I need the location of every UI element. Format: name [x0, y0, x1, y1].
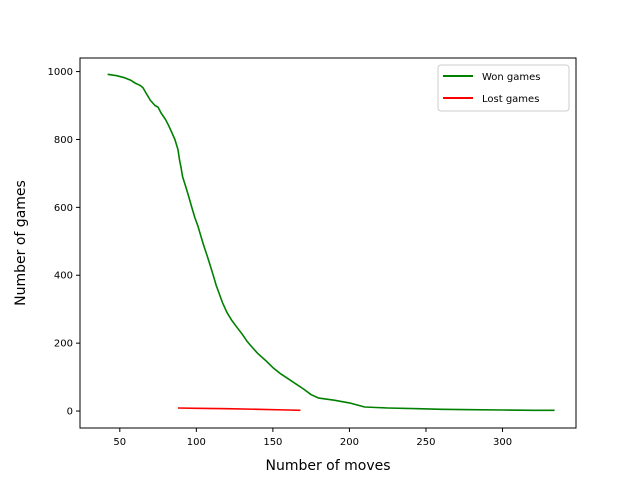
plot-frame: [79, 57, 577, 429]
legend: Won games Lost games: [437, 64, 570, 112]
x-tick-label: 150: [263, 437, 282, 448]
x-axis-title: Number of moves: [265, 458, 390, 474]
series-layer: [107, 73, 555, 412]
x-axis-ticks: 50 100 150 200 250 300: [113, 428, 512, 448]
lost-games-line: [177, 407, 301, 412]
x-tick-label: 100: [187, 437, 206, 448]
legend-label-won: Won games: [482, 72, 541, 83]
plot-background: [80, 58, 576, 428]
y-axis-title: Number of games: [13, 180, 29, 306]
y-axis-ticks: 0 200 400 600 800 1000: [48, 67, 80, 418]
x-tick-label: 200: [340, 437, 359, 448]
won-games-line: [107, 73, 555, 412]
y-tick-label: 800: [54, 135, 73, 146]
y-tick-label: 1000: [48, 67, 73, 78]
x-tick-label: 300: [493, 437, 512, 448]
x-tick-label: 50: [113, 437, 126, 448]
y-tick-label: 400: [54, 271, 73, 282]
x-tick-label: 250: [416, 437, 435, 448]
legend-label-lost: Lost games: [482, 94, 539, 105]
y-tick-label: 0: [67, 407, 73, 418]
y-tick-label: 600: [54, 203, 73, 214]
y-tick-label: 200: [54, 339, 73, 350]
